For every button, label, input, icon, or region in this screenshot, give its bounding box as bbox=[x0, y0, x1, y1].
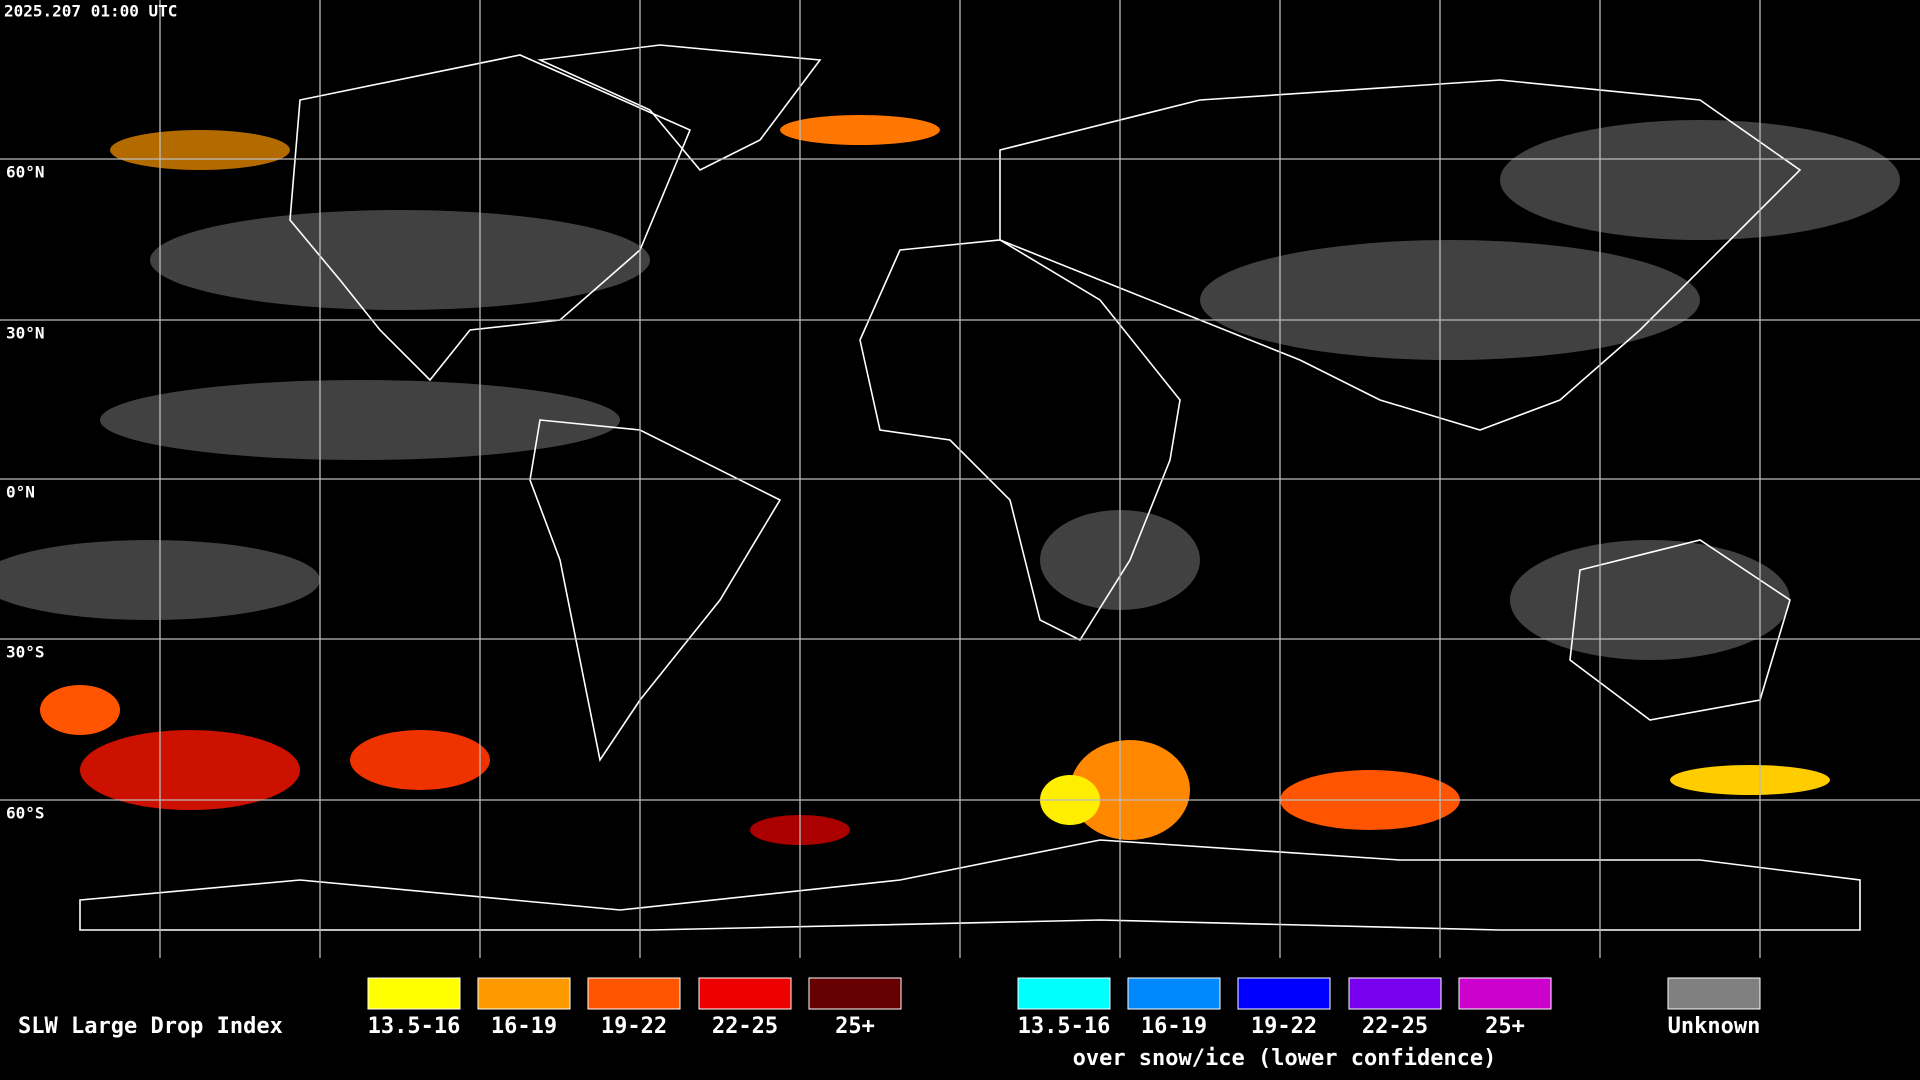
lat-label: 60°N bbox=[6, 163, 45, 182]
legend-label: 13.5-16 bbox=[368, 1014, 461, 1039]
legend-label: 16-19 bbox=[491, 1014, 557, 1039]
legend-swatch bbox=[477, 977, 571, 1010]
legend-swatch bbox=[1348, 977, 1442, 1010]
timestamp: 2025.207 01:00 UTC bbox=[4, 2, 177, 21]
legend-label: 22-25 bbox=[712, 1014, 778, 1039]
legend-swatch bbox=[1237, 977, 1331, 1010]
legend-swatch bbox=[808, 977, 902, 1010]
legend-label: Unknown bbox=[1668, 1014, 1761, 1039]
legend-area bbox=[0, 958, 1920, 1080]
lat-label: 30°S bbox=[6, 643, 45, 662]
legend-caption: over snow/ice (lower confidence) bbox=[1073, 1046, 1497, 1071]
legend-swatch bbox=[587, 977, 681, 1010]
lat-label: 60°S bbox=[6, 804, 45, 823]
legend-swatch bbox=[367, 977, 461, 1010]
map-layer bbox=[0, 44, 1900, 931]
legend-swatch bbox=[1127, 977, 1221, 1010]
legend-swatch bbox=[1667, 977, 1761, 1010]
legend-swatch bbox=[698, 977, 792, 1010]
legend-label: 19-22 bbox=[1251, 1014, 1317, 1039]
legend-label: 19-22 bbox=[601, 1014, 667, 1039]
lat-label: 0°N bbox=[6, 483, 35, 502]
lat-label: 30°N bbox=[6, 324, 45, 343]
legend-swatch bbox=[1017, 977, 1111, 1010]
legend-label: 16-19 bbox=[1141, 1014, 1207, 1039]
coastlines bbox=[79, 44, 1861, 931]
legend-title: SLW Large Drop Index bbox=[18, 1014, 283, 1039]
legend-label: 13.5-16 bbox=[1018, 1014, 1111, 1039]
legend-label: 25+ bbox=[835, 1014, 875, 1039]
legend-swatch bbox=[1458, 977, 1552, 1010]
legend-label: 25+ bbox=[1485, 1014, 1525, 1039]
graticule bbox=[0, 0, 1920, 958]
legend-label: 22-25 bbox=[1362, 1014, 1428, 1039]
